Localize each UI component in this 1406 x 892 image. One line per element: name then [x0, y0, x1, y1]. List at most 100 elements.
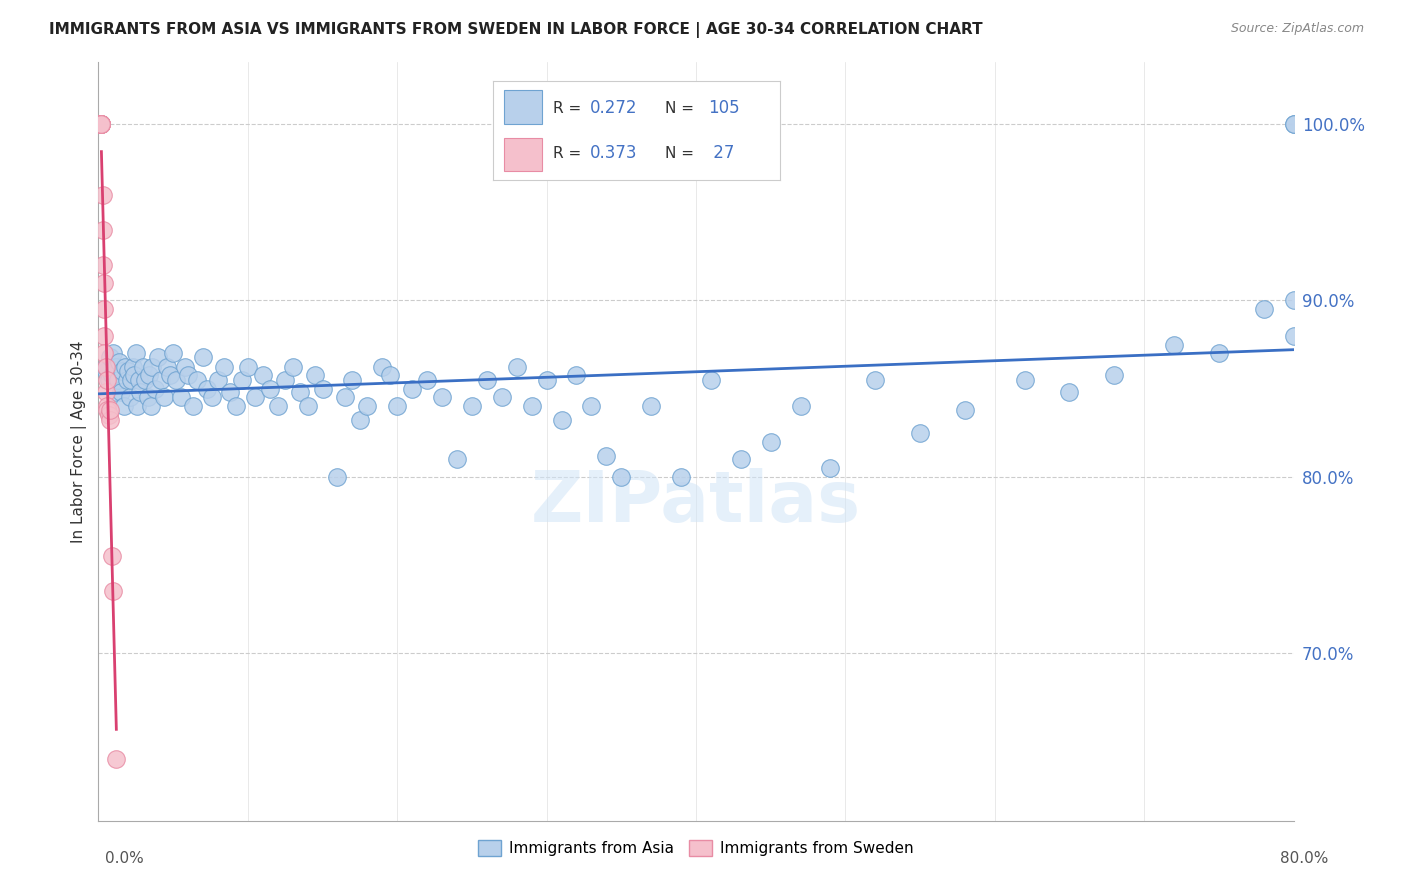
Point: [669, 470, 692, 484]
Point: [93, 346, 115, 360]
Point: [181, 399, 204, 413]
Point: [1282, 117, 1305, 131]
Point: [162, 346, 184, 360]
Point: [94, 360, 117, 375]
Point: [112, 399, 135, 413]
Point: [297, 399, 319, 413]
Point: [550, 413, 572, 427]
Point: [174, 360, 197, 375]
Point: [378, 368, 401, 382]
Point: [98, 402, 122, 417]
Point: [430, 391, 453, 405]
Point: [475, 373, 498, 387]
Point: [333, 391, 356, 405]
Point: [90, 117, 112, 131]
Point: [236, 360, 259, 375]
Point: [326, 470, 349, 484]
Point: [953, 402, 976, 417]
Point: [245, 391, 267, 405]
Point: [259, 382, 281, 396]
Point: [104, 385, 127, 400]
Point: [90, 117, 112, 131]
Point: [1208, 346, 1230, 360]
Point: [105, 752, 128, 766]
Point: [311, 382, 333, 396]
Point: [304, 368, 326, 382]
Point: [153, 391, 176, 405]
Point: [90, 117, 112, 131]
Point: [115, 373, 138, 387]
Point: [274, 373, 297, 387]
Point: [108, 355, 131, 369]
Point: [96, 399, 118, 413]
Point: [1163, 337, 1185, 351]
Text: IMMIGRANTS FROM ASIA VS IMMIGRANTS FROM SWEDEN IN LABOR FORCE | AGE 30-34 CORREL: IMMIGRANTS FROM ASIA VS IMMIGRANTS FROM …: [49, 22, 983, 38]
Point: [120, 373, 142, 387]
Point: [385, 399, 409, 413]
Point: [446, 452, 468, 467]
Legend: Immigrants from Asia, Immigrants from Sweden: Immigrants from Asia, Immigrants from Sw…: [472, 834, 920, 863]
Point: [371, 360, 394, 375]
Point: [90, 117, 112, 131]
Point: [1059, 385, 1081, 400]
Point: [730, 452, 752, 467]
Point: [90, 117, 112, 131]
Point: [640, 399, 662, 413]
Point: [91, 223, 114, 237]
Point: [90, 117, 112, 131]
Point: [1104, 368, 1126, 382]
Point: [520, 399, 543, 413]
Point: [356, 399, 378, 413]
Point: [231, 373, 253, 387]
Point: [1282, 117, 1305, 131]
Text: 80.0%: 80.0%: [1281, 851, 1329, 865]
Point: [96, 402, 118, 417]
Point: [150, 373, 173, 387]
Point: [93, 328, 115, 343]
Point: [93, 302, 115, 317]
Point: [461, 399, 484, 413]
Point: [207, 373, 229, 387]
Point: [129, 385, 152, 400]
Point: [1282, 293, 1305, 308]
Text: Source: ZipAtlas.com: Source: ZipAtlas.com: [1230, 22, 1364, 36]
Point: [90, 117, 112, 131]
Point: [90, 117, 112, 131]
Point: [121, 360, 143, 375]
Point: [267, 399, 290, 413]
Text: ZIPatlas: ZIPatlas: [531, 467, 860, 537]
Point: [288, 385, 311, 400]
Point: [96, 373, 118, 387]
Point: [143, 382, 166, 396]
Point: [197, 382, 219, 396]
Y-axis label: In Labor Force | Age 30-34: In Labor Force | Age 30-34: [72, 340, 87, 543]
Point: [1253, 302, 1275, 317]
Point: [94, 360, 117, 375]
Point: [201, 391, 224, 405]
Point: [136, 391, 159, 405]
Point: [908, 425, 931, 440]
Point: [138, 368, 160, 382]
Point: [105, 360, 128, 375]
Point: [103, 584, 125, 599]
Point: [91, 187, 114, 202]
Point: [759, 434, 782, 449]
Point: [349, 413, 371, 427]
Point: [111, 364, 134, 378]
Point: [148, 350, 170, 364]
Point: [91, 258, 114, 272]
Point: [132, 360, 155, 375]
Point: [114, 360, 136, 375]
Point: [789, 399, 811, 413]
Text: 0.0%: 0.0%: [105, 851, 145, 865]
Point: [191, 350, 214, 364]
Point: [117, 364, 139, 378]
Point: [252, 368, 274, 382]
Point: [401, 382, 423, 396]
Point: [98, 413, 122, 427]
Point: [565, 368, 588, 382]
Point: [118, 391, 141, 405]
Point: [101, 549, 124, 563]
Point: [536, 373, 558, 387]
Point: [159, 368, 181, 382]
